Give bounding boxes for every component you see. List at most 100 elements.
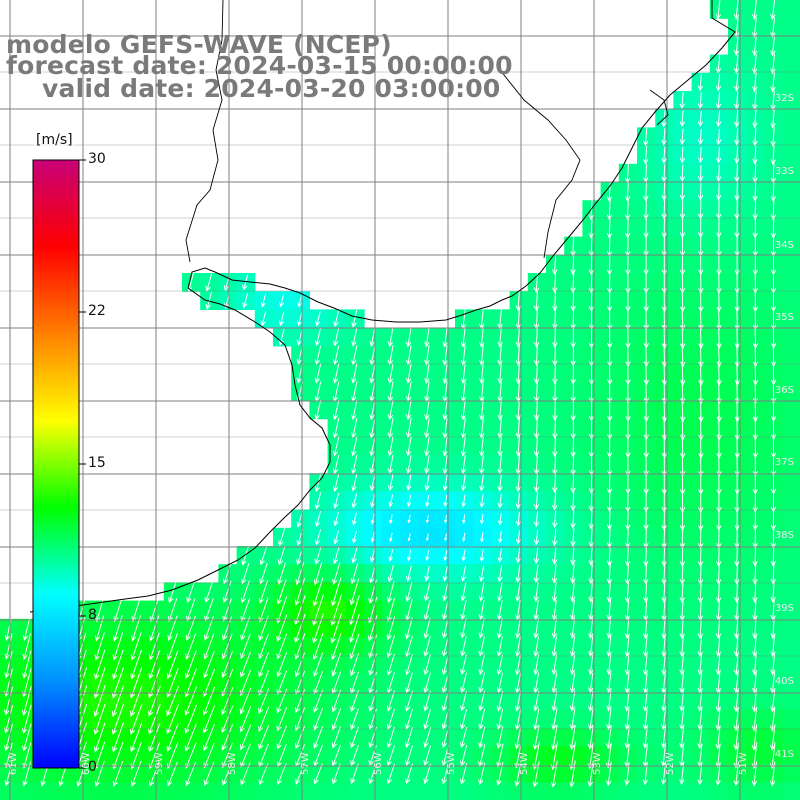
wind-arrow	[423, 672, 431, 694]
field-cell	[163, 782, 183, 800]
wind-arrow	[679, 146, 686, 164]
wind-arrow	[697, 617, 704, 640]
wind-arrow	[679, 110, 685, 128]
field-cell	[418, 782, 438, 800]
field-cell	[782, 127, 800, 147]
wind-arrow	[497, 326, 503, 348]
wind-arrow	[387, 417, 394, 439]
field-cell	[782, 637, 800, 656]
wind-arrow	[112, 722, 124, 753]
wind-arrow	[388, 494, 394, 508]
wind-arrow	[716, 361, 722, 386]
wind-arrow	[350, 563, 359, 585]
wind-arrow	[460, 363, 467, 384]
wind-arrow	[680, 397, 686, 423]
field-cell	[109, 782, 128, 800]
wind-arrow	[734, 146, 740, 165]
field-cell	[782, 182, 800, 201]
wind-arrow	[770, 581, 776, 603]
wind-arrow	[478, 690, 486, 712]
wind-arrow	[734, 109, 740, 128]
wind-arrow	[351, 363, 358, 384]
wind-arrow	[130, 722, 143, 753]
colorbar-tick-22: 22	[88, 303, 106, 319]
wind-arrow	[716, 182, 722, 201]
wind-arrow	[351, 399, 358, 421]
wind-arrow	[369, 363, 376, 384]
wind-arrow	[425, 515, 429, 524]
forecast-date: forecast date: 2024-03-15 00:00:00	[6, 51, 513, 80]
field-cell	[691, 782, 711, 800]
wind-arrow	[624, 726, 630, 749]
wind-arrow	[405, 345, 412, 366]
wind-arrow	[460, 582, 467, 602]
wind-arrow	[460, 474, 467, 492]
wind-arrow	[679, 182, 686, 201]
wind-arrow	[770, 0, 776, 21]
wind-arrow	[588, 508, 594, 530]
field-cell	[564, 782, 583, 800]
wind-arrow	[697, 164, 704, 182]
wind-arrow	[552, 435, 558, 458]
wind-arrow	[22, 650, 32, 679]
wind-arrow	[588, 217, 594, 239]
colorbar-unit: [m/s]	[34, 132, 75, 148]
wind-arrow	[424, 455, 430, 475]
wind-arrow	[698, 325, 704, 350]
wind-arrow	[370, 513, 375, 525]
wind-arrow	[588, 654, 594, 676]
wind-arrow	[389, 532, 393, 543]
wind-arrow	[679, 164, 686, 182]
wind-arrow	[661, 562, 667, 585]
wind-arrow	[624, 181, 631, 202]
wind-arrow	[515, 344, 522, 367]
wind-arrow	[660, 763, 667, 786]
wind-arrow	[715, 617, 722, 640]
wind-arrow	[515, 326, 522, 348]
wind-arrow	[643, 181, 649, 202]
wind-arrow	[405, 399, 412, 421]
wind-arrow	[515, 435, 522, 457]
wind-arrow	[569, 690, 576, 712]
colorbar-tick-15: 15	[88, 455, 106, 471]
wind-arrow	[166, 723, 179, 752]
wind-arrow	[624, 690, 630, 712]
wind-arrow	[405, 581, 413, 603]
lat-label-33s: 33S	[774, 166, 794, 177]
wind-arrow	[442, 582, 449, 602]
wind-arrow	[313, 707, 324, 731]
wind-arrow	[715, 54, 722, 74]
wind-arrow	[331, 652, 342, 677]
wind-arrow	[424, 363, 430, 384]
wind-arrow	[752, 544, 758, 567]
field-cell	[91, 782, 110, 800]
wind-arrow	[168, 580, 177, 604]
wind-arrow	[769, 707, 776, 732]
wind-arrow	[533, 492, 540, 511]
wind-arrow	[315, 511, 321, 528]
wind-arrow	[733, 73, 740, 92]
field-cell	[782, 72, 800, 92]
wind-arrow	[479, 417, 485, 439]
wind-arrow	[680, 343, 686, 368]
wind-arrow	[569, 654, 576, 676]
field-cell	[600, 782, 620, 800]
wind-arrow	[166, 667, 179, 698]
wind-arrow	[21, 686, 32, 716]
wind-arrow	[497, 363, 503, 385]
wind-arrow	[260, 293, 267, 308]
wind-arrow	[624, 743, 630, 768]
wind-arrow	[442, 399, 448, 421]
wind-arrow	[642, 672, 649, 694]
wind-arrow	[406, 494, 412, 508]
wind-arrow	[752, 109, 758, 129]
wind-arrow	[276, 725, 288, 750]
wind-arrow	[715, 0, 722, 20]
wind-arrow	[734, 544, 740, 567]
wind-arrow	[405, 326, 412, 348]
wind-arrow	[752, 654, 758, 676]
wind-arrow	[715, 562, 722, 586]
wind-arrow	[716, 164, 722, 183]
field-cell	[236, 782, 256, 800]
wind-arrow	[624, 544, 631, 567]
